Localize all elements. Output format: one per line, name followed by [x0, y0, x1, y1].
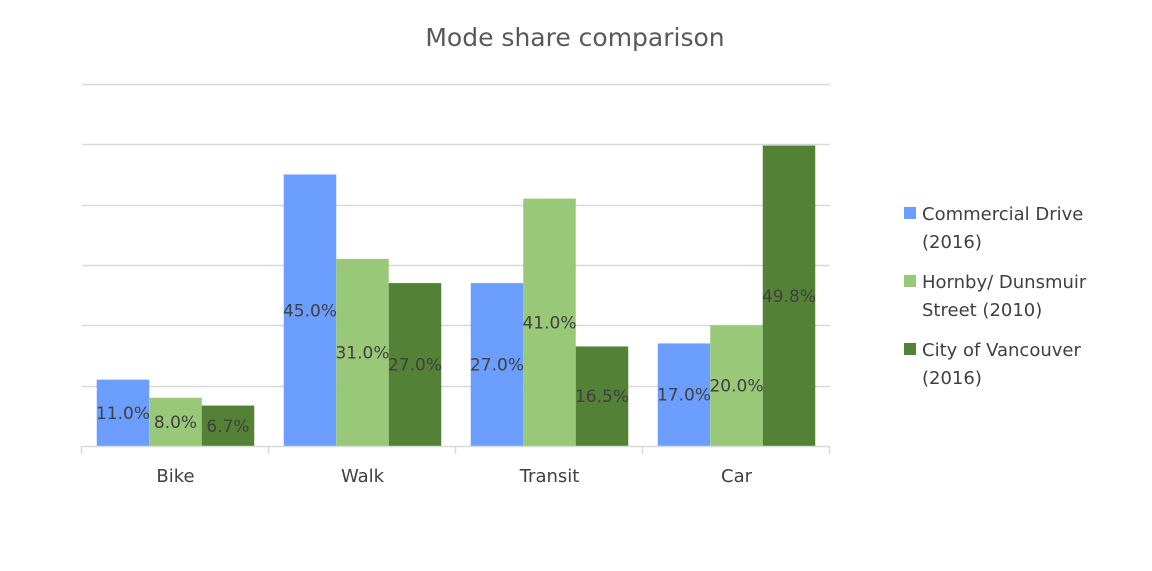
data-label: 6.7%	[206, 417, 249, 437]
legend-swatch	[904, 275, 916, 287]
data-label: 41.0%	[522, 313, 576, 333]
bar	[762, 145, 816, 447]
bar	[575, 346, 629, 446]
data-label: 27.0%	[388, 356, 442, 376]
x-axis: Bike Walk Transit Car	[80, 445, 831, 487]
bar	[523, 198, 576, 446]
bar	[710, 325, 763, 446]
legend-label: Commercial Drive (2016)	[922, 204, 1083, 253]
bar	[657, 343, 711, 446]
data-label: 45.0%	[283, 301, 337, 321]
chart-title: Mode share comparison	[425, 23, 724, 52]
data-label: 8.0%	[154, 413, 197, 433]
data-label: 16.5%	[575, 387, 629, 407]
bars	[96, 145, 816, 447]
category-label: Bike	[156, 466, 194, 487]
bar	[283, 174, 337, 446]
category-label: Transit	[519, 466, 580, 487]
legend: Commercial Drive (2016) Hornby/ Dunsmuir St…	[904, 204, 1087, 389]
data-label: 17.0%	[657, 386, 711, 406]
bar	[149, 397, 202, 446]
bar	[336, 258, 389, 446]
bar	[470, 283, 524, 446]
legend-item: City of Vancouver (2016)	[904, 340, 1081, 389]
category-label: Car	[721, 466, 753, 487]
data-label: 11.0%	[96, 404, 150, 424]
bar	[388, 283, 442, 446]
legend-item: Commercial Drive (2016)	[904, 204, 1083, 253]
data-labels: 11.0% 8.0% 6.7%45.0%31.0%27.0% 27.0%41.0%16…	[96, 287, 816, 437]
legend-swatch	[904, 207, 916, 219]
legend-item: Hornby/ Dunsmuir Street (2010)	[904, 272, 1087, 321]
bar	[96, 379, 150, 446]
category-label: Walk	[341, 466, 385, 487]
data-label: 20.0%	[709, 377, 763, 397]
data-label: 31.0%	[335, 343, 389, 363]
bar	[201, 405, 255, 446]
legend-label: City of Vancouver (2016)	[922, 340, 1081, 389]
data-label: 27.0%	[470, 356, 524, 376]
data-label: 49.8%	[762, 287, 816, 307]
legend-swatch	[904, 343, 916, 355]
legend-label: Hornby/ Dunsmuir Street (2010)	[922, 272, 1087, 321]
